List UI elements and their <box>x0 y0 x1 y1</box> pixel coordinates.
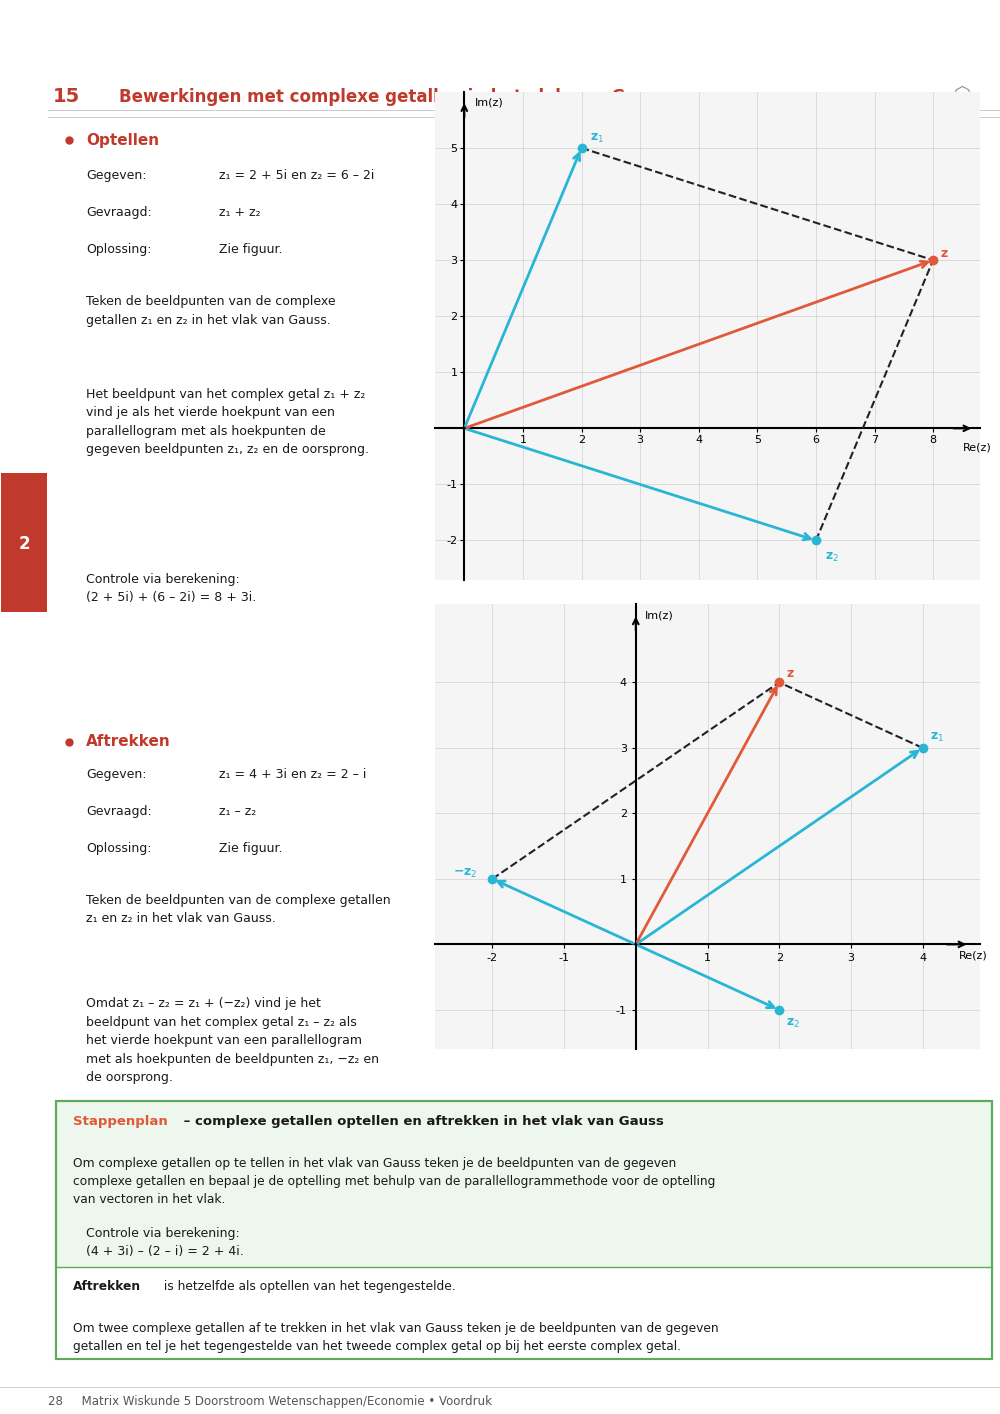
FancyBboxPatch shape <box>1 474 47 612</box>
Text: Bewerkingen met complexe getallen in het vlak van Gauss: Bewerkingen met complexe getallen in het… <box>119 88 668 106</box>
Text: z₁ + z₂: z₁ + z₂ <box>219 206 261 219</box>
Text: z: z <box>940 247 947 260</box>
Text: z$_1$: z$_1$ <box>590 133 604 146</box>
Text: – complexe getallen optellen en aftrekken in het vlak van Gauss: – complexe getallen optellen en aftrekke… <box>179 1114 664 1128</box>
Text: Teken de beeldpunten van de complexe
getallen z₁ en z₂ in het vlak van Gauss.: Teken de beeldpunten van de complexe get… <box>86 296 336 327</box>
Text: Oplossing:: Oplossing: <box>86 243 152 256</box>
Text: Gevraagd:: Gevraagd: <box>86 805 152 817</box>
Text: Het beeldpunt van het complex getal z₁ + z₂
vind je als het vierde hoekpunt van : Het beeldpunt van het complex getal z₁ +… <box>86 387 369 457</box>
Text: Gegeven:: Gegeven: <box>86 170 147 182</box>
Text: 28     Matrix Wiskunde 5 Doorstroom Wetenschappen/Economie • Voordruk: 28 Matrix Wiskunde 5 Doorstroom Wetensch… <box>48 1394 492 1408</box>
Text: 15: 15 <box>53 88 80 106</box>
Text: z₁ = 2 + 5i en z₂ = 6 – 2i: z₁ = 2 + 5i en z₂ = 6 – 2i <box>219 170 375 182</box>
Text: z$_2$: z$_2$ <box>786 1017 800 1031</box>
Text: Im(z): Im(z) <box>475 98 504 107</box>
Text: Zie figuur.: Zie figuur. <box>219 243 283 256</box>
Text: 2: 2 <box>18 534 30 553</box>
Text: Re(z): Re(z) <box>963 443 991 452</box>
Text: Controle via berekening:
(4 + 3i) – (2 – i) = 2 + 4i.: Controle via berekening: (4 + 3i) – (2 –… <box>86 1227 244 1258</box>
Text: −z$_2$: −z$_2$ <box>453 867 477 880</box>
Text: Aftrekken: Aftrekken <box>73 1280 141 1292</box>
Text: is hetzelfde als optellen van het tegengestelde.: is hetzelfde als optellen van het tegeng… <box>160 1280 456 1292</box>
Text: Re(z): Re(z) <box>958 952 987 962</box>
Text: z₁ = 4 + 3i en z₂ = 2 – i: z₁ = 4 + 3i en z₂ = 2 – i <box>219 768 367 781</box>
Text: Controle via berekening:
(2 + 5i) + (6 – 2i) = 8 + 3i.: Controle via berekening: (2 + 5i) + (6 –… <box>86 573 256 604</box>
Text: Bewerkingen met complexe getallen in het vlak van Gauss: Bewerkingen met complexe getallen in het… <box>82 23 675 41</box>
FancyBboxPatch shape <box>56 1267 992 1359</box>
Text: Optellen: Optellen <box>86 133 159 148</box>
FancyBboxPatch shape <box>56 1102 992 1359</box>
Text: Oplossing:: Oplossing: <box>86 841 152 855</box>
Text: Teken de beeldpunten van de complexe getallen
z₁ en z₂ in het vlak van Gauss.: Teken de beeldpunten van de complexe get… <box>86 894 391 925</box>
Text: z: z <box>786 667 794 680</box>
Text: z$_1$: z$_1$ <box>930 731 944 744</box>
Text: Omdat z₁ – z₂ = z₁ + (−z₂) vind je het
beeldpunt van het complex getal z₁ – z₂ a: Omdat z₁ – z₂ = z₁ + (−z₂) vind je het b… <box>86 997 379 1085</box>
Text: Zie figuur.: Zie figuur. <box>219 841 283 855</box>
Text: ⬡: ⬡ <box>953 85 970 103</box>
Text: Aftrekken: Aftrekken <box>86 734 171 749</box>
Text: Stappenplan: Stappenplan <box>73 1114 168 1128</box>
Text: Om complexe getallen op te tellen in het vlak van Gauss teken je de beeldpunten : Om complexe getallen op te tellen in het… <box>73 1157 715 1206</box>
Text: 2.6: 2.6 <box>12 21 49 42</box>
Text: Om twee complexe getallen af te trekken in het vlak van Gauss teken je de beeldp: Om twee complexe getallen af te trekken … <box>73 1322 718 1353</box>
Text: Gegeven:: Gegeven: <box>86 768 147 781</box>
Text: Im(z): Im(z) <box>644 611 673 621</box>
Text: z$_2$: z$_2$ <box>825 551 839 564</box>
Text: Gevraagd:: Gevraagd: <box>86 206 152 219</box>
Text: z₁ – z₂: z₁ – z₂ <box>219 805 257 817</box>
